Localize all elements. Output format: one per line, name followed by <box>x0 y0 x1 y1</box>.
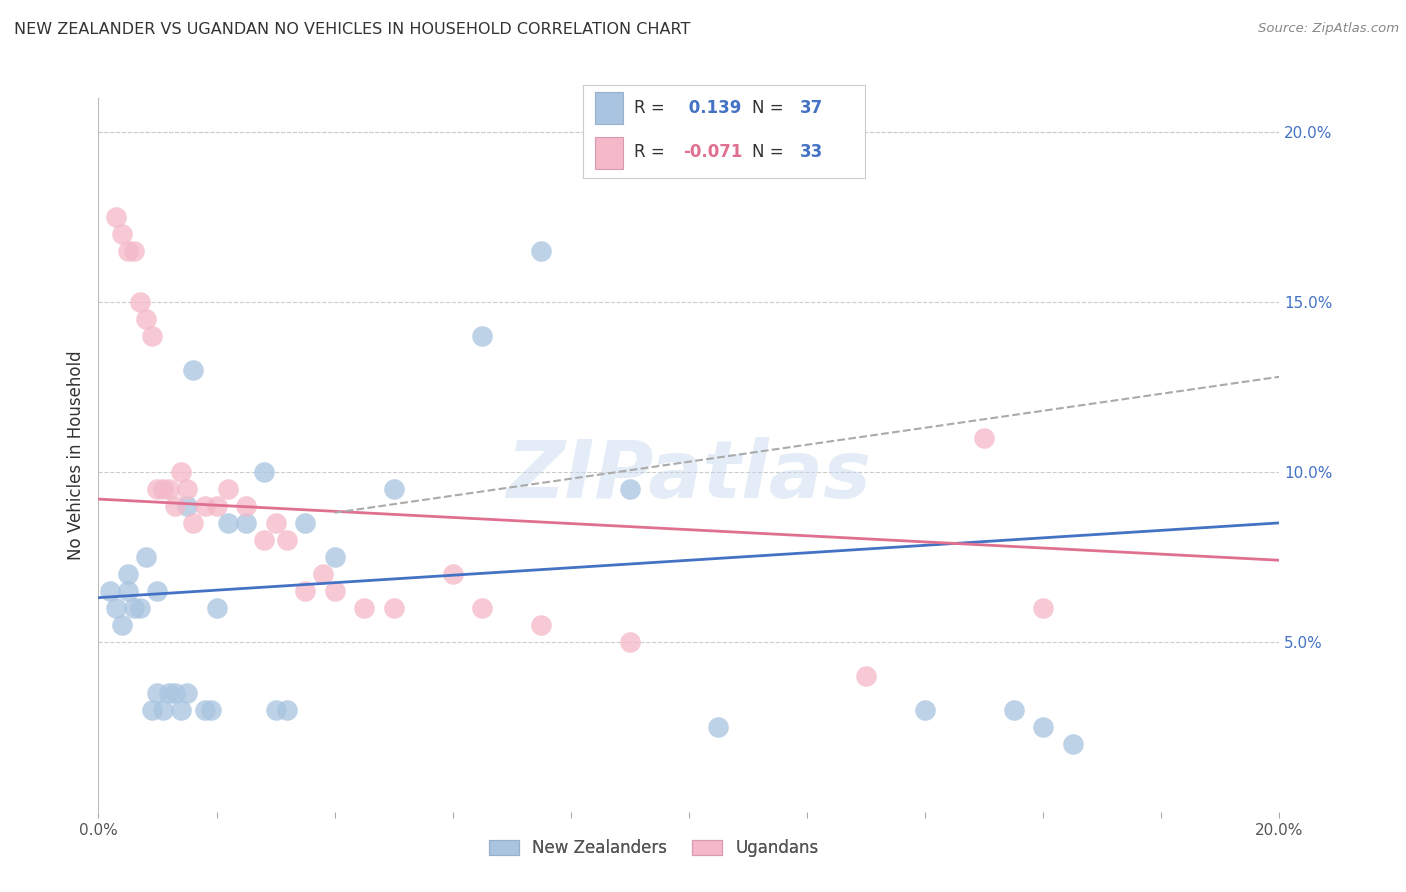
Point <box>117 566 139 581</box>
Legend: New Zealanders, Ugandans: New Zealanders, Ugandans <box>482 833 825 864</box>
Point <box>157 482 180 496</box>
Point <box>181 516 204 530</box>
Text: N =: N = <box>752 99 789 117</box>
Point <box>973 431 995 445</box>
Point <box>253 465 276 479</box>
Point <box>1032 600 1054 615</box>
Point <box>105 600 128 615</box>
Point <box>128 600 150 615</box>
Point <box>146 583 169 598</box>
Point <box>707 720 730 734</box>
Point <box>312 566 335 581</box>
Point <box>141 703 163 717</box>
Point <box>323 583 346 598</box>
Point <box>122 600 145 615</box>
Point <box>135 549 157 564</box>
FancyBboxPatch shape <box>595 92 623 124</box>
Point <box>217 482 239 496</box>
Point <box>276 533 298 547</box>
Point <box>146 482 169 496</box>
Point <box>194 499 217 513</box>
Point <box>382 600 405 615</box>
Point <box>1062 737 1084 751</box>
Text: ZIPatlas: ZIPatlas <box>506 437 872 516</box>
Point <box>152 482 174 496</box>
Point <box>855 669 877 683</box>
Point <box>264 703 287 717</box>
Text: N =: N = <box>752 144 789 161</box>
Point <box>165 686 187 700</box>
Point <box>105 210 128 224</box>
Point <box>294 516 316 530</box>
Point <box>111 227 134 241</box>
FancyBboxPatch shape <box>595 137 623 169</box>
Point <box>111 617 134 632</box>
Text: 0.139: 0.139 <box>683 99 742 117</box>
Text: R =: R = <box>634 99 671 117</box>
Point <box>117 583 139 598</box>
Text: NEW ZEALANDER VS UGANDAN NO VEHICLES IN HOUSEHOLD CORRELATION CHART: NEW ZEALANDER VS UGANDAN NO VEHICLES IN … <box>14 22 690 37</box>
Point <box>1002 703 1025 717</box>
Point <box>152 703 174 717</box>
Point <box>382 482 405 496</box>
Text: 33: 33 <box>800 144 824 161</box>
Point <box>205 600 228 615</box>
Point <box>530 244 553 258</box>
Point <box>276 703 298 717</box>
Point <box>181 363 204 377</box>
Point <box>117 244 139 258</box>
Point <box>294 583 316 598</box>
Point <box>471 600 494 615</box>
Point <box>619 635 641 649</box>
Text: Source: ZipAtlas.com: Source: ZipAtlas.com <box>1258 22 1399 36</box>
Point <box>235 499 257 513</box>
Point <box>157 686 180 700</box>
Point <box>1032 720 1054 734</box>
Point <box>128 295 150 310</box>
Point <box>176 482 198 496</box>
Point <box>353 600 375 615</box>
Text: R =: R = <box>634 144 671 161</box>
Point <box>253 533 276 547</box>
Point <box>914 703 936 717</box>
Y-axis label: No Vehicles in Household: No Vehicles in Household <box>66 350 84 560</box>
Point <box>205 499 228 513</box>
Point <box>170 465 193 479</box>
Point <box>471 329 494 343</box>
Point <box>135 312 157 326</box>
Point <box>122 244 145 258</box>
Point <box>217 516 239 530</box>
Point <box>441 566 464 581</box>
Point <box>141 329 163 343</box>
Text: 37: 37 <box>800 99 824 117</box>
Point <box>235 516 257 530</box>
Point <box>165 499 187 513</box>
Point <box>323 549 346 564</box>
Point <box>170 703 193 717</box>
Point <box>264 516 287 530</box>
Point <box>176 499 198 513</box>
Point <box>194 703 217 717</box>
Point <box>200 703 222 717</box>
Point <box>146 686 169 700</box>
Text: -0.071: -0.071 <box>683 144 742 161</box>
Point <box>530 617 553 632</box>
Point <box>619 482 641 496</box>
Point <box>176 686 198 700</box>
Point <box>98 583 121 598</box>
